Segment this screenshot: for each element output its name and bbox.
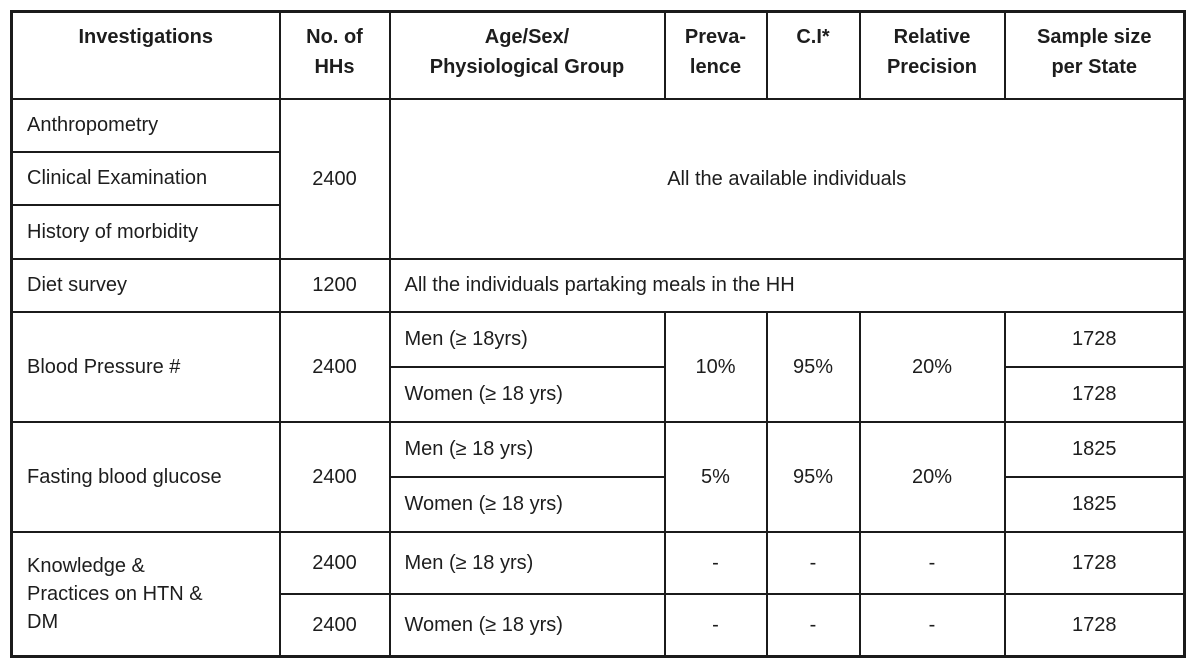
cell-kp-women-relative-precision: - — [858, 592, 1006, 658]
cell-diet-survey: Diet survey — [10, 257, 281, 313]
cell-kp-men-sample: 1728 — [1003, 530, 1186, 595]
cell-bp-prevalence: 10% — [663, 310, 768, 423]
cell-kp-women-hhs: 2400 — [278, 592, 391, 658]
table-row: Anthropometry 2400 All the available ind… — [10, 97, 1186, 260]
cell-bp-men-sample: 1728 — [1003, 310, 1186, 368]
cell-bp-investigation: Blood Pressure # — [10, 310, 281, 423]
cell-fbg-relative-precision: 20% — [858, 420, 1006, 533]
cell-bp-hhs: 2400 — [278, 310, 391, 423]
cell-kp-women-sample: 1728 — [1003, 592, 1186, 658]
cell-clinical-examination: Clinical Examination — [10, 150, 281, 206]
header-cell-age-sex-group: Age/Sex/ Physiological Group — [388, 10, 666, 100]
header-cell-prevalence: Preva- lence — [663, 10, 768, 100]
sampling-plan-table: Investigations No. of HHs Age/Sex/ Physi… — [10, 10, 1186, 658]
table-row: Diet survey 1200 All the individuals par… — [10, 257, 1186, 313]
cell-kp-men-ci: - — [765, 530, 861, 595]
cell-kp-men-prevalence: - — [663, 530, 768, 595]
table-row: Women (≥ 18 yrs) 1825 — [12, 475, 1186, 533]
header-row: Investigations No. of HHs Age/Sex/ Physi… — [10, 10, 1186, 100]
cell-kp-men-group: Men (≥ 18 yrs) — [388, 530, 666, 595]
cell-kp-men-hhs: 2400 — [278, 530, 391, 595]
table-row: Knowledge & Practices on HTN & DM 2400 M… — [10, 530, 1186, 658]
cell-bp-men-group: Men (≥ 18yrs) — [388, 310, 666, 368]
cell-fbg-women-sample: 1825 — [1003, 475, 1186, 533]
table-row: History of morbidity — [10, 203, 1185, 260]
cell-history-of-morbidity: History of morbidity — [10, 203, 281, 260]
cell-bp-women-group: Women (≥ 18 yrs) — [388, 365, 666, 423]
cell-census-hhs: 2400 — [278, 97, 391, 260]
header-cell-investigations: Investigations — [10, 10, 281, 100]
cell-kp-women-ci: - — [765, 592, 861, 658]
header-cell-relative-precision: Relative Precision — [858, 10, 1006, 100]
header-cell-ci: C.I* — [765, 10, 861, 100]
cell-kp-women-group: Women (≥ 18 yrs) — [388, 592, 666, 658]
header-cell-no-of-hhs: No. of HHs — [278, 10, 391, 100]
cell-fbg-prevalence: 5% — [663, 420, 768, 533]
cell-fbg-hhs: 2400 — [278, 420, 391, 533]
cell-fbg-men-group: Men (≥ 18 yrs) — [388, 420, 666, 478]
cell-bp-relative-precision: 20% — [858, 310, 1006, 423]
cell-kp-investigation: Knowledge & Practices on HTN & DM — [10, 530, 281, 658]
cell-diet-coverage: All the individuals partaking meals in t… — [388, 257, 1186, 313]
cell-anthropometry: Anthropometry — [10, 97, 281, 153]
table-row: Fasting blood glucose 2400 Men (≥ 18 yrs… — [10, 420, 1186, 533]
cell-fbg-investigation: Fasting blood glucose — [10, 420, 281, 533]
cell-fbg-women-group: Women (≥ 18 yrs) — [388, 475, 666, 533]
cell-kp-women-prevalence: - — [663, 592, 768, 658]
table-row: Women (≥ 18 yrs) 1728 — [12, 365, 1186, 423]
cell-fbg-men-sample: 1825 — [1003, 420, 1186, 478]
table-row: Blood Pressure # 2400 Men (≥ 18yrs) 10% … — [10, 310, 1186, 423]
header-cell-sample-size: Sample size per State — [1003, 10, 1186, 100]
cell-bp-women-sample: 1728 — [1003, 365, 1186, 423]
cell-bp-ci: 95% — [765, 310, 861, 423]
cell-diet-hhs: 1200 — [278, 257, 391, 313]
cell-kp-men-relative-precision: - — [858, 530, 1006, 595]
table-row: Clinical Examination — [10, 150, 1185, 206]
table-row: 2400 Women (≥ 18 yrs) - - - 1728 — [12, 592, 1186, 658]
cell-census-coverage: All the available individuals — [388, 97, 1186, 260]
cell-fbg-ci: 95% — [765, 420, 861, 533]
